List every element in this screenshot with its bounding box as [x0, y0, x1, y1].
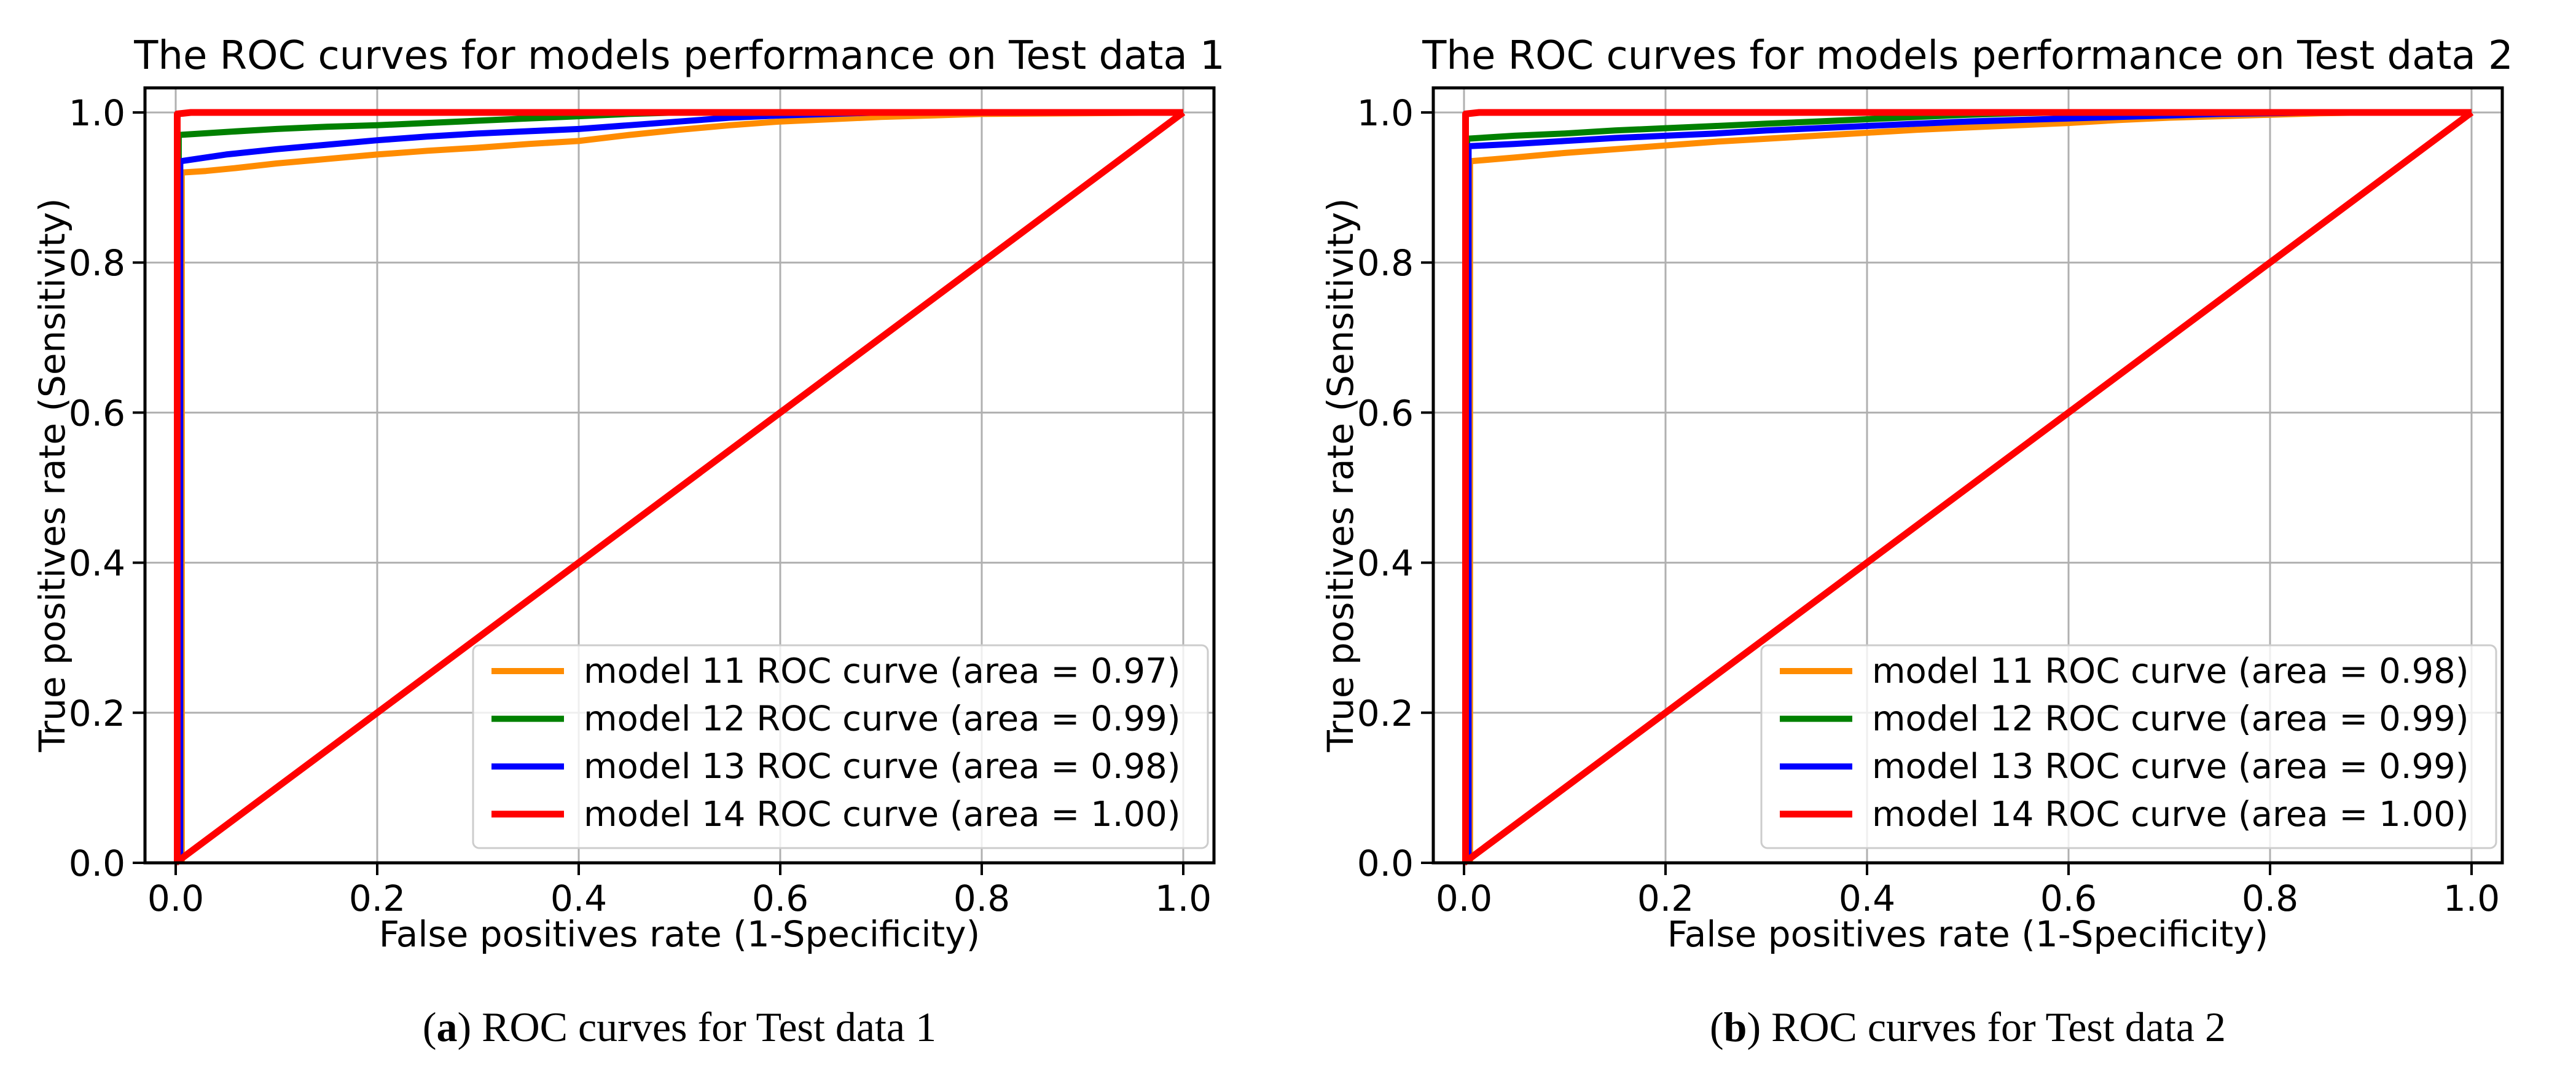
chart-title: The ROC curves for models performance on…: [133, 33, 1224, 79]
axes-frame: [143, 86, 1216, 865]
x-tick-label: 0.2: [1637, 878, 1694, 919]
legend: model 11 ROC curve (area = 0.98) model 12…: [1760, 644, 2497, 849]
x-axis-label: False positives rate (1-Specificity): [1667, 913, 2268, 955]
roc-chart-panel-a: 0.0 0.2 0.4 0.6 0.8 1.0 0.0 0.2 0.4 0.6 0.8 1.0 The…: [31, 33, 1225, 1055]
legend-label-roc-curve-model-12: model 12 ROC curve (area = 0.99): [1872, 699, 2469, 739]
caption-text: ) ROC curves for Test data 2: [1747, 1004, 2226, 1050]
axes-frame: [1431, 86, 2504, 865]
ticks-layer: 0.0 0.2 0.4 0.6 0.8 1.0 0.0 0.2 0.4 0.6 0.8 1.0: [1357, 92, 2500, 919]
y-tick-label: 0.8: [1357, 242, 1414, 284]
frame-layer: [143, 86, 1216, 865]
y-tick-label: 0.4: [69, 543, 125, 584]
x-tick-label: 0.4: [550, 878, 607, 919]
y-tick-label: 0.2: [69, 693, 125, 734]
roc-curve-model-14: [174, 109, 1183, 863]
legend-label-roc-curve-model-13: model 13 ROC curve (area = 0.99): [1872, 747, 2469, 787]
legend: model 11 ROC curve (area = 0.97) model 12…: [472, 644, 1209, 849]
legend-label-roc-curve-model-13: model 13 ROC curve (area = 0.98): [584, 747, 1181, 787]
x-tick-label: 0.8: [953, 878, 1010, 919]
y-axis-label: True positives rate (Sensitivity): [31, 198, 73, 752]
caption-letter: b: [1723, 1004, 1747, 1050]
x-tick-label: 0.8: [2242, 878, 2298, 919]
x-tick-label: 0.4: [1839, 878, 1895, 919]
y-tick-label: 0.6: [69, 392, 125, 434]
caption-letter: a: [436, 1004, 458, 1050]
legend-label-roc-curve-model-14: model 14 ROC curve (area = 1.00): [584, 795, 1181, 835]
x-tick-label: 0.6: [752, 878, 808, 919]
frame-layer: [1431, 86, 2504, 865]
caption-open-paren: (: [1709, 1004, 1724, 1050]
x-tick-label: 0.2: [349, 878, 405, 919]
x-tick-label: 0.0: [1436, 878, 1492, 919]
curves-layer: [1462, 109, 2474, 866]
x-axis-label: False positives rate (1-Specificity): [379, 913, 980, 955]
y-tick-label: 0.0: [69, 843, 125, 884]
x-tick-label: 0.6: [2040, 878, 2097, 919]
legend-label-roc-curve-model-12: model 12 ROC curve (area = 0.99): [584, 699, 1181, 739]
curves-layer: [173, 109, 1186, 866]
roc-chart-panel-b: 0.0 0.2 0.4 0.6 0.8 1.0 0.0 0.2 0.4 0.6 0.8 1.0 The…: [1288, 0, 2576, 1073]
y-axis-label: True positives rate (Sensitivity): [1320, 198, 1361, 752]
y-tick-label: 0.6: [1357, 392, 1414, 434]
x-tick-label: 0.0: [147, 878, 204, 919]
y-tick-label: 1.0: [1357, 92, 1414, 134]
y-tick-label: 0.8: [69, 242, 125, 284]
roc-curve-model-14: [1462, 109, 2472, 863]
caption-open-paren: (: [422, 1004, 437, 1050]
legend-box: [472, 644, 1209, 849]
y-tick-label: 0.2: [1357, 693, 1414, 734]
legend-label-roc-curve-model-11: model 11 ROC curve (area = 0.98): [1872, 651, 2469, 691]
roc-chart-b: 0.0 0.2 0.4 0.6 0.8 1.0 0.0 0.2 0.4 0.6 0.8 1.0 The…: [1320, 33, 2513, 955]
y-tick-label: 1.0: [69, 92, 125, 134]
chance-diagonal-line: [173, 109, 1186, 866]
y-tick-label: 0.0: [1357, 843, 1414, 884]
x-tick-label: 1.0: [1155, 878, 1212, 919]
x-tick-label: 1.0: [2443, 878, 2500, 919]
roc-curve-model-11: [178, 109, 1184, 863]
legend-label-roc-curve-model-14: model 14 ROC curve (area = 1.00): [1872, 795, 2469, 835]
caption-a: (a) ROC curves for Test data 1: [145, 999, 1214, 1055]
ticks-layer: 0.0 0.2 0.4 0.6 0.8 1.0 0.0 0.2 0.4 0.6 0.8 1.0: [69, 92, 1212, 919]
caption-b: (b) ROC curves for Test data 2: [1433, 999, 2502, 1055]
caption-text: ) ROC curves for Test data 1: [457, 1004, 937, 1050]
roc-chart-a: 0.0 0.2 0.4 0.6 0.8 1.0 0.0 0.2 0.4 0.6 0.8 1.0 The…: [31, 33, 1225, 955]
legend-label-roc-curve-model-11: model 11 ROC curve (area = 0.97): [584, 651, 1181, 691]
chance-diagonal-line: [1462, 109, 2474, 866]
y-tick-label: 0.4: [1357, 543, 1414, 584]
legend-box: [1760, 644, 2497, 849]
chart-title: The ROC curves for models performance on…: [1422, 33, 2513, 79]
